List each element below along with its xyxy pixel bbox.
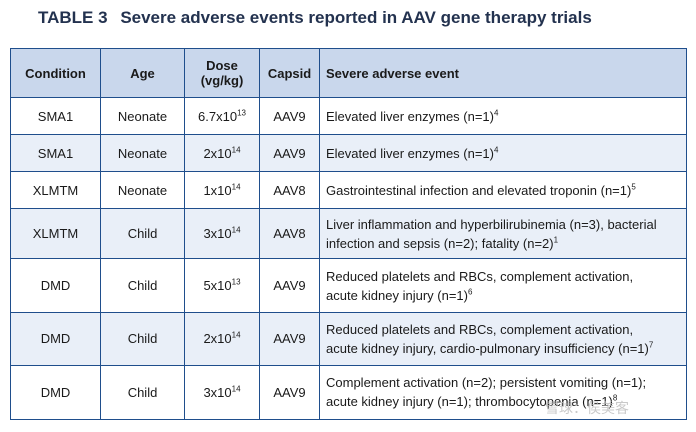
- event-line: Elevated liver enzymes (n=1)4: [326, 144, 680, 163]
- dose-exponent: 14: [231, 226, 241, 236]
- cell-event: Reduced platelets and RBCs, complement a…: [319, 258, 687, 313]
- cell-dose: 2x1014: [184, 134, 260, 173]
- watermark: 雪球：侯美客: [545, 400, 629, 416]
- event-line: Gastrointestinal infection and elevated …: [326, 181, 680, 200]
- event-text: infection and sepsis (n=2); fatality (n=…: [326, 235, 554, 251]
- header-capsid: Capsid: [259, 48, 320, 98]
- dose-base: 6.7x10: [198, 108, 238, 124]
- dose-exponent: 13: [231, 277, 241, 287]
- dose-base: 5x10: [203, 278, 232, 294]
- event-text: Elevated liver enzymes (n=1): [326, 108, 494, 124]
- cell-age: Neonate: [100, 96, 185, 136]
- table-label: TABLE 3: [38, 8, 108, 27]
- dose-base: 1x10: [203, 182, 232, 198]
- header-event: Severe adverse event: [319, 48, 687, 98]
- event-line: Elevated liver enzymes (n=1)4: [326, 107, 680, 126]
- header-dose-line2: (vg/kg): [200, 73, 244, 88]
- event-line: Complement activation (n=2); persistent …: [326, 373, 680, 392]
- reference-number: 1: [553, 235, 559, 245]
- table-row: XLMTM Neonate 1x1014 AAV8 Gastrointestinal i…: [10, 171, 687, 210]
- event-text: Gastrointestinal infection and elevated …: [326, 182, 632, 198]
- cell-dose: 3x1014: [184, 208, 260, 260]
- table-row: SMA1 Neonate 6.7x1013 AAV9 Elevated liver en…: [10, 96, 687, 136]
- event-line: Reduced platelets and RBCs, complement a…: [326, 267, 680, 286]
- cell-capsid: AAV8: [259, 208, 320, 260]
- event-line: acute kidney injury, cardio-pulmonary in…: [326, 339, 680, 358]
- cell-condition: SMA1: [10, 96, 101, 136]
- cell-event: Liver inflammation and hyperbilirubinemi…: [319, 208, 687, 260]
- reference-number: 5: [631, 182, 636, 192]
- cell-capsid: AAV9: [259, 96, 320, 136]
- event-text: Reduced platelets and RBCs, complement a…: [326, 321, 634, 337]
- event-text: acute kidney injury (n=1): [326, 287, 468, 303]
- cell-age: Child: [100, 311, 185, 366]
- header-age: Age: [100, 48, 185, 98]
- cell-capsid: AAV8: [259, 171, 320, 210]
- event-text: acute kidney injury, cardio-pulmonary in…: [326, 340, 649, 356]
- table-row: DMD Child 5x1013 AAV9 Reduced platelets and …: [10, 258, 687, 313]
- event-text: acute kidney injury (n=1); thrombocytope…: [326, 394, 613, 410]
- cell-condition: XLMTM: [10, 208, 101, 260]
- event-text: Reduced platelets and RBCs, complement a…: [326, 268, 634, 284]
- cell-capsid: AAV9: [259, 258, 320, 313]
- dose-base: 2x10: [203, 145, 232, 161]
- cell-capsid: AAV9: [259, 311, 320, 366]
- cell-condition: XLMTM: [10, 171, 101, 210]
- cell-dose: 6.7x1013: [184, 96, 260, 136]
- cell-capsid: AAV9: [259, 364, 320, 421]
- table-row: DMD Child 2x1014 AAV9 Reduced platelets and …: [10, 311, 687, 366]
- table-row: SMA1 Neonate 2x1014 AAV9 Elevated liver enzy…: [10, 134, 687, 173]
- cell-age: Neonate: [100, 171, 185, 210]
- cell-age: Child: [100, 364, 185, 421]
- event-line: acute kidney injury (n=1)6: [326, 286, 680, 305]
- cell-condition: SMA1: [10, 134, 101, 173]
- reference-number: 8: [612, 394, 618, 404]
- cell-capsid: AAV9: [259, 134, 320, 173]
- cell-event: Gastrointestinal infection and elevated …: [319, 171, 687, 210]
- cell-condition: DMD: [10, 364, 101, 421]
- cell-condition: DMD: [10, 311, 101, 366]
- cell-event: Reduced platelets and RBCs, complement a…: [319, 311, 687, 366]
- header-dose: Dose (vg/kg): [184, 48, 260, 98]
- cell-event: Elevated liver enzymes (n=1)4: [319, 96, 687, 136]
- table-title: TABLE 3 Severe adverse events reported i…: [38, 8, 592, 28]
- dose-base: 3x10: [203, 384, 232, 400]
- cell-condition: DMD: [10, 258, 101, 313]
- event-line: acute kidney injury (n=1); thrombocytope…: [326, 392, 680, 411]
- dose-base: 2x10: [203, 331, 232, 347]
- dose-exponent: 14: [231, 145, 241, 155]
- cell-dose: 3x1014: [184, 364, 260, 421]
- cell-dose: 5x1013: [184, 258, 260, 313]
- table-row: XLMTM Child 3x1014 AAV8 Liver inflammation a…: [10, 208, 687, 260]
- header-condition: Condition: [10, 48, 101, 98]
- cell-dose: 1x1014: [184, 171, 260, 210]
- cell-age: Child: [100, 208, 185, 260]
- event-text: Elevated liver enzymes (n=1): [326, 145, 494, 161]
- cell-dose: 2x1014: [184, 311, 260, 366]
- table-row: DMD Child 3x1014 AAV9 Complement activation …: [10, 364, 687, 421]
- reference-number: 7: [648, 340, 654, 350]
- header-dose-line1: Dose: [206, 58, 238, 73]
- dose-exponent: 14: [231, 182, 241, 192]
- event-line: infection and sepsis (n=2); fatality (n=…: [326, 234, 680, 253]
- event-line: Reduced platelets and RBCs, complement a…: [326, 320, 680, 339]
- event-text: Liver inflammation and hyperbilirubinemi…: [326, 216, 657, 232]
- dose-base: 3x10: [203, 226, 232, 242]
- event-text: Complement activation (n=2); persistent …: [326, 375, 647, 391]
- dose-exponent: 14: [231, 330, 241, 340]
- reference-number: 4: [494, 108, 499, 118]
- dose-exponent: 14: [231, 384, 241, 394]
- event-line: Liver inflammation and hyperbilirubinemi…: [326, 215, 680, 234]
- cell-event: Complement activation (n=2); persistent …: [319, 364, 687, 421]
- cell-age: Neonate: [100, 134, 185, 173]
- reference-number: 4: [494, 145, 499, 155]
- table-caption: Severe adverse events reported in AAV ge…: [120, 8, 592, 27]
- cell-event: Elevated liver enzymes (n=1)4: [319, 134, 687, 173]
- adverse-events-table: Condition Age Dose (vg/kg) Capsid Severe…: [10, 48, 687, 421]
- cell-age: Child: [100, 258, 185, 313]
- reference-number: 6: [468, 287, 473, 297]
- dose-exponent: 13: [237, 108, 246, 118]
- header-row: Condition Age Dose (vg/kg) Capsid Severe…: [10, 48, 687, 98]
